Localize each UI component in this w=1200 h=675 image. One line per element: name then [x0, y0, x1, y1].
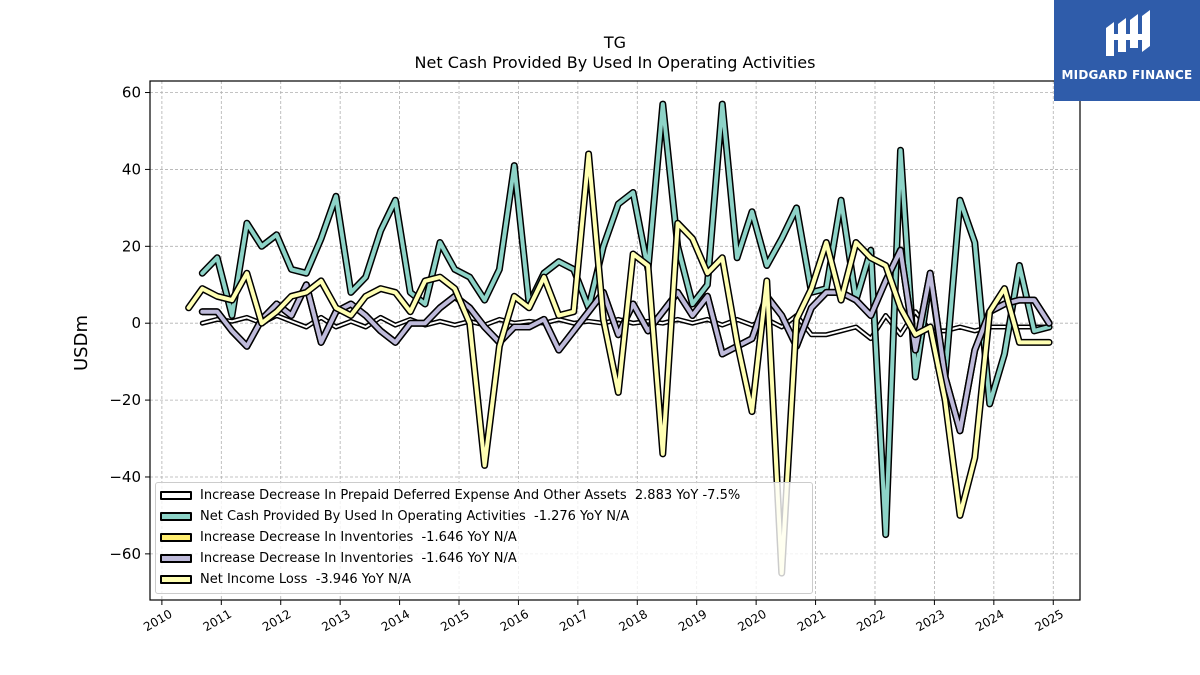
- x-tick-label: 2020: [735, 607, 768, 634]
- x-ticks: 2010 2011 2012 2013 2014 2015 2016 2017 2018 2019…: [141, 600, 1066, 634]
- legend-item-operating-cash: Net Cash Provided By Used In Operating A…: [160, 507, 629, 525]
- series-line-4: [186, 152, 1052, 576]
- legend-item-inventories-1: Increase Decrease In Inventories -1.646 …: [160, 528, 517, 546]
- x-tick-label: 2012: [260, 607, 293, 634]
- x-tick-label: 2024: [973, 607, 1006, 634]
- legend-swatch-operating-cash: [160, 511, 192, 521]
- legend: Increase Decrease In Prepaid Deferred Ex…: [155, 482, 813, 594]
- x-tick-label: 2019: [676, 607, 709, 634]
- x-tick-label: 2023: [914, 607, 947, 634]
- legend-label-inventories-2: Increase Decrease In Inventories -1.646 …: [200, 550, 517, 566]
- legend-label-net-income: Net Income Loss -3.946 YoY N/A: [200, 571, 411, 587]
- x-tick-label: 2021: [795, 607, 828, 634]
- y-ticks: −60 −40 −20 0 20 40 60: [109, 84, 150, 563]
- legend-label-operating-cash: Net Cash Provided By Used In Operating A…: [200, 508, 630, 524]
- y-tick-label: −60: [109, 545, 141, 563]
- x-tick-label: 2013: [319, 607, 352, 634]
- x-tick-label: 2017: [557, 607, 590, 634]
- logo-text: MIDGARD FINANCE: [1061, 68, 1193, 82]
- legend-label-prepaid: Increase Decrease In Prepaid Deferred Ex…: [200, 487, 741, 503]
- x-tick-label: 2025: [1033, 607, 1066, 634]
- y-tick-label: 40: [122, 160, 141, 178]
- x-tick-label: 2014: [379, 607, 412, 634]
- y-tick-label: 20: [122, 237, 141, 255]
- y-axis-label: USDm: [71, 315, 92, 371]
- x-tick-label: 2011: [201, 607, 234, 634]
- legend-swatch-inventories-2: [160, 553, 192, 563]
- legend-item-prepaid: Increase Decrease In Prepaid Deferred Ex…: [160, 486, 740, 504]
- legend-swatch-net-income: [160, 574, 192, 584]
- legend-item-net-income: Net Income Loss -3.946 YoY N/A: [160, 570, 411, 588]
- x-tick-label: 2015: [438, 607, 471, 634]
- y-tick-label: −20: [109, 391, 141, 409]
- y-tick-label: −40: [109, 468, 141, 486]
- legend-label-inventories-1: Increase Decrease In Inventories -1.646 …: [200, 529, 517, 545]
- midgard-finance-logo: MIDGARD FINANCE: [1054, 0, 1200, 101]
- logo-mark-icon: [1106, 10, 1150, 56]
- legend-swatch-inventories-1: [160, 532, 192, 542]
- chart-title: TG: [603, 33, 626, 52]
- series-lines: [185, 100, 1053, 577]
- x-tick-label: 2022: [854, 607, 887, 634]
- chart-subtitle: Net Cash Provided By Used In Operating A…: [415, 53, 816, 72]
- y-tick-label: 60: [122, 84, 141, 102]
- x-tick-label: 2016: [498, 607, 531, 634]
- series-line-1: [200, 102, 1052, 537]
- x-tick-label: 2010: [141, 607, 174, 634]
- legend-swatch-prepaid: [160, 490, 192, 500]
- legend-item-inventories-2: Increase Decrease In Inventories -1.646 …: [160, 549, 517, 567]
- plot-frame: [149, 80, 1081, 601]
- x-tick-label: 2018: [617, 607, 650, 634]
- y-tick-label: 0: [131, 314, 141, 332]
